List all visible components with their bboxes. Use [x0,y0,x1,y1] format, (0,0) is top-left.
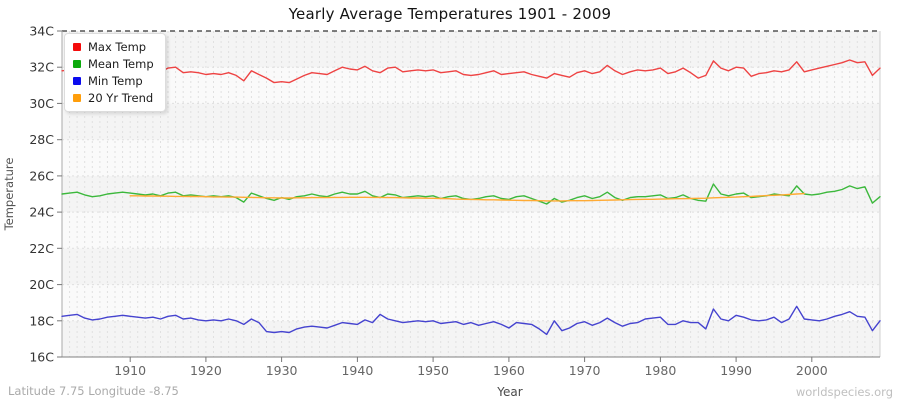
x-axis-title: Year [496,385,522,399]
legend: Max Temp Mean Temp Min Temp 20 Yr Trend [64,33,166,112]
legend-item-label: Max Temp [88,40,147,54]
series-line-20-yr-trend [129,192,805,202]
x-tick-label: 1980 [644,363,676,378]
series-line-min-temp [61,305,881,336]
x-tick-label: 1930 [266,363,298,378]
legend-item-label: Min Temp [88,74,143,88]
y-tick-label: 28C [29,132,54,147]
y-tick-label: 22C [29,241,54,256]
y-tick-label: 16C [29,350,54,365]
y-tick-label: 30C [29,96,54,111]
x-tick-label: 1910 [114,363,146,378]
latitude-longitude-caption: Latitude 7.75 Longitude -8.75 [8,384,179,398]
page-title: Yearly Average Temperatures 1901 - 2009 [288,5,612,23]
trend-swatch-icon [73,94,81,102]
source-watermark: worldspecies.org [795,385,893,399]
y-tick-label: 18C [29,313,54,328]
y-tick-label: 32C [29,60,54,75]
plot-area: 34C 32C 30C 28C 26C 24C 22C 20C 18C 16C 1910 1920 19… [29,24,881,378]
y-tick-label: 34C [29,24,54,39]
x-tick-label: 1950 [417,363,449,378]
x-tick-label: 2000 [796,363,828,378]
y-axis-title: Temperature [2,158,16,232]
x-tick-label: 1920 [190,363,222,378]
mean-temp-swatch-icon [73,60,81,68]
y-tick-label: 24C [29,205,54,220]
x-tick-label: 1990 [720,363,752,378]
min-temp-swatch-icon [73,77,81,85]
legend-item-max-temp: Max Temp [73,40,154,54]
x-tick-label: 1970 [569,363,601,378]
legend-item-label: Mean Temp [88,57,154,71]
y-tick-label: 26C [29,168,54,183]
y-tick-label: 20C [29,277,54,292]
x-tick-label: 1960 [493,363,525,378]
max-temp-swatch-icon [73,43,81,51]
legend-item-20yr-trend: 20 Yr Trend [73,91,154,105]
legend-item-min-temp: Min Temp [73,74,154,88]
series-line-max-temp [61,59,881,84]
legend-item-mean-temp: Mean Temp [73,57,154,71]
x-tick-label: 1940 [341,363,373,378]
legend-item-label: 20 Yr Trend [88,91,154,105]
